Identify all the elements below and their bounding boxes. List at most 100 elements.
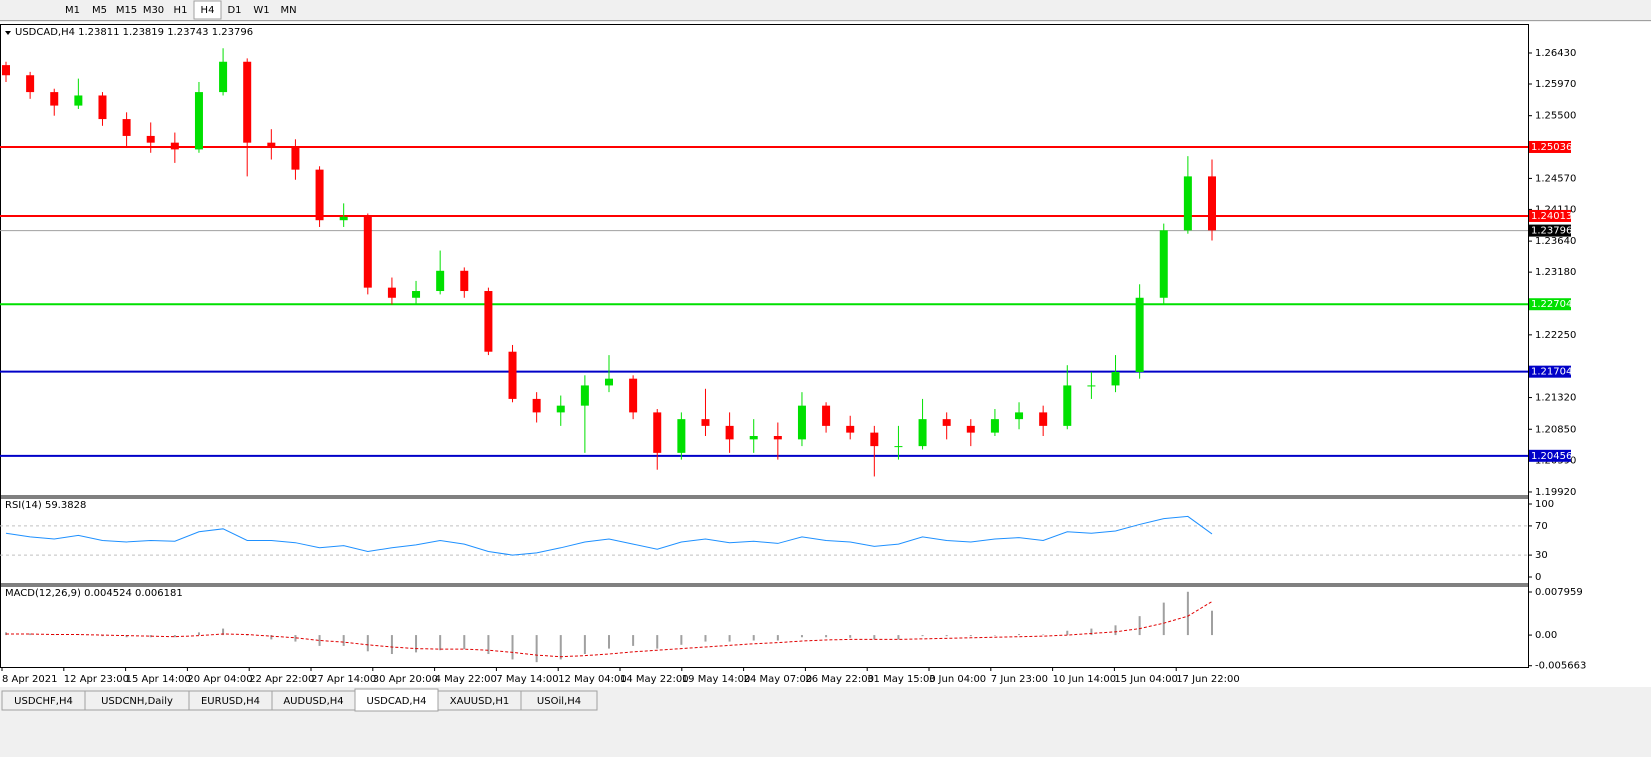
candle-body (170, 142, 179, 150)
candle-body (556, 405, 565, 413)
macd-bar (342, 635, 345, 646)
x-tick-label: 12 May 04:00 (558, 674, 627, 685)
candle-body (822, 405, 831, 426)
header-arrow (5, 31, 11, 35)
level-line-tag (1529, 365, 1571, 378)
macd-bar (415, 635, 418, 653)
macd-bar (463, 635, 466, 650)
timeframe-button[interactable]: H1 (174, 5, 188, 16)
candle-body (870, 432, 879, 447)
x-tick-label: 22 Apr 22:00 (249, 674, 314, 685)
x-tick-label: 31 May 15:00 (867, 674, 936, 685)
macd-bar (704, 635, 707, 642)
macd-bar (487, 635, 490, 655)
timeframe-button[interactable]: M30 (143, 5, 164, 16)
macd-bar (270, 635, 273, 640)
candle-body (243, 61, 252, 143)
candle-body (1111, 371, 1120, 386)
candle-body (50, 92, 59, 106)
macd-bar (680, 635, 683, 645)
candle-body (1087, 385, 1096, 387)
timeframe-button[interactable]: D1 (227, 5, 241, 16)
tab-label[interactable]: USDCNH,Daily (101, 696, 173, 707)
macd-bar (1066, 630, 1069, 636)
x-tick-label: 8 Apr 2021 (2, 674, 57, 685)
candle-body (725, 425, 734, 440)
y-tick-label: 1.22250 (1535, 330, 1576, 341)
candle-body (653, 412, 662, 453)
timeframe-button[interactable]: MN (280, 5, 296, 16)
tab[interactable] (520, 690, 598, 711)
candle-body (990, 419, 999, 433)
candle-body (387, 287, 396, 298)
macd-label: MACD(12,26,9) 0.004524 0.006181 (5, 588, 183, 599)
level-line-label: 1.22704 (1531, 299, 1572, 310)
y-tick-label: 30 (1535, 550, 1548, 561)
level-line-label: 1.21704 (1531, 367, 1572, 378)
x-tick-label: 10 Jun 14:00 (1053, 674, 1117, 685)
macd-bar (873, 635, 876, 640)
y-tick-label: 1.24110 (1535, 204, 1576, 215)
macd-bar (246, 635, 249, 636)
candle-body (749, 435, 758, 440)
x-tick-label: 24 May 07:00 (744, 674, 813, 685)
macd-bar (197, 632, 200, 636)
macd-bar (559, 635, 562, 660)
macd-bar (1114, 625, 1117, 636)
tab-label[interactable]: USDCHF,H4 (14, 696, 73, 707)
timeframe-button[interactable]: H4 (201, 5, 215, 16)
tab-label[interactable]: EURUSD,H4 (201, 696, 260, 707)
candle-body (1159, 230, 1168, 298)
macd-bar (993, 635, 996, 636)
candle-body (580, 385, 589, 406)
timeframe-button[interactable]: M1 (65, 5, 80, 16)
macd-bar (608, 635, 610, 649)
tab-label[interactable]: USOil,H4 (537, 696, 581, 707)
macd-bar (294, 635, 297, 642)
x-tick-label: 15 Apr 14:00 (126, 674, 191, 685)
macd-bar (1090, 628, 1093, 636)
macd-bar (149, 635, 152, 638)
x-tick-label: 30 Apr 20:00 (373, 674, 438, 685)
tab-label[interactable]: AUDUSD,H4 (283, 696, 343, 707)
timeframe-button[interactable]: M5 (92, 5, 107, 16)
timeframe-button[interactable]: M15 (116, 5, 137, 16)
candle-body (942, 419, 951, 426)
x-tick-label: 3 Jun 04:00 (929, 674, 986, 685)
level-line-tag (1529, 449, 1571, 462)
macd-bar (535, 635, 538, 663)
tab-label[interactable]: XAUUSD,H1 (450, 696, 509, 707)
timeframe-active (193, 0, 222, 20)
level-line-tag (1529, 140, 1571, 153)
y-tick-label: 1.19920 (1535, 487, 1576, 498)
candle-body (98, 95, 107, 120)
level-line-tag (1529, 298, 1571, 311)
candle-body (605, 378, 613, 386)
macd-bar (173, 635, 176, 638)
macd-bar (800, 635, 803, 638)
macd-bar (222, 628, 225, 636)
macd-bar (921, 635, 924, 637)
x-tick-label: 26 May 22:00 (805, 674, 874, 685)
candle-body (460, 270, 469, 292)
macd-bar (29, 633, 32, 636)
tab-label[interactable]: USDCAD,H4 (367, 696, 427, 707)
macd-bar (945, 635, 948, 637)
candle-body (219, 61, 228, 93)
candle-body (918, 419, 927, 447)
candle-body (773, 435, 782, 440)
macd-signal (6, 601, 1213, 658)
candle-body (1208, 176, 1216, 231)
y-tick-label: 0 (1535, 572, 1541, 583)
macd-bar (656, 635, 659, 649)
x-tick-label: 14 May 22:00 (620, 674, 689, 685)
x-tick-label: 27 Apr 14:00 (311, 674, 376, 685)
rsi-label: RSI(14) 59.3828 (5, 500, 86, 511)
timeframe-button[interactable]: W1 (253, 5, 269, 16)
y-tick-label: 1.20850 (1535, 424, 1576, 435)
macd-bar (1042, 634, 1045, 636)
macd-bar (1186, 591, 1189, 636)
macd-bar (1162, 602, 1165, 636)
candle-body (436, 270, 445, 292)
candle-body (797, 405, 806, 440)
